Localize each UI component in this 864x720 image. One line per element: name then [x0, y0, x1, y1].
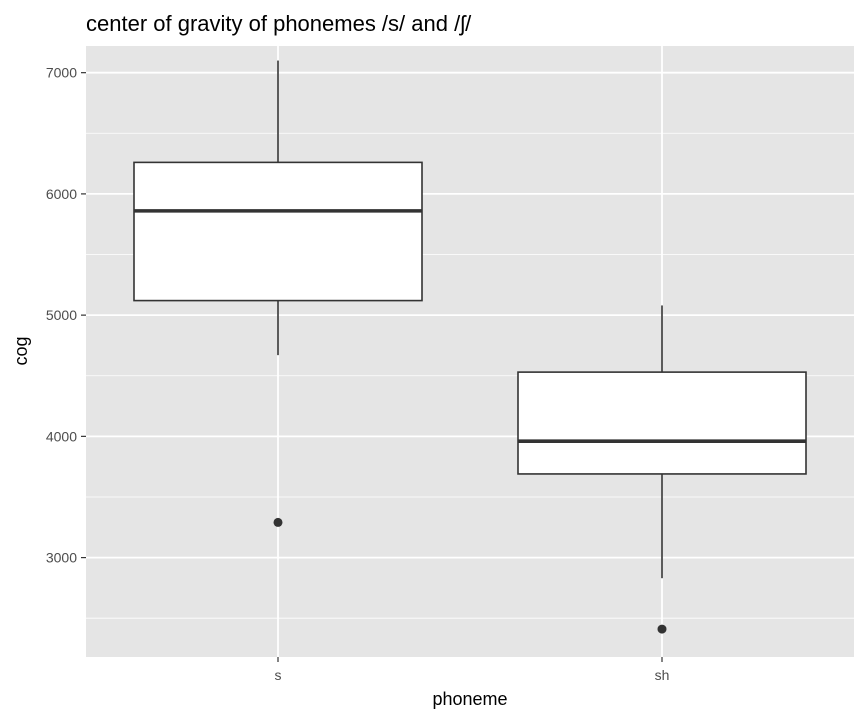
plot-panel — [86, 46, 854, 657]
iqr-box — [133, 161, 423, 302]
x-axis: s sh — [275, 657, 670, 683]
y-tick-label: 4000 — [46, 428, 77, 444]
y-tick-label: 3000 — [46, 550, 77, 566]
x-axis-title: phoneme — [432, 689, 507, 709]
y-axis-title: cog — [11, 336, 31, 365]
y-axis: 3000 4000 5000 6000 7000 — [46, 65, 86, 566]
outlier-point — [657, 624, 667, 634]
x-tick-label: s — [275, 667, 282, 683]
box-series — [133, 60, 807, 634]
box-sh — [517, 305, 807, 634]
box-s — [133, 60, 423, 527]
outlier-point — [273, 517, 283, 527]
x-tick-label: sh — [655, 667, 670, 683]
y-tick-label: 6000 — [46, 186, 77, 202]
y-tick-label: 5000 — [46, 307, 77, 323]
iqr-box — [517, 371, 807, 475]
chart-title: center of gravity of phonemes /s/ and /ʃ… — [86, 11, 472, 36]
y-tick-label: 7000 — [46, 65, 77, 81]
